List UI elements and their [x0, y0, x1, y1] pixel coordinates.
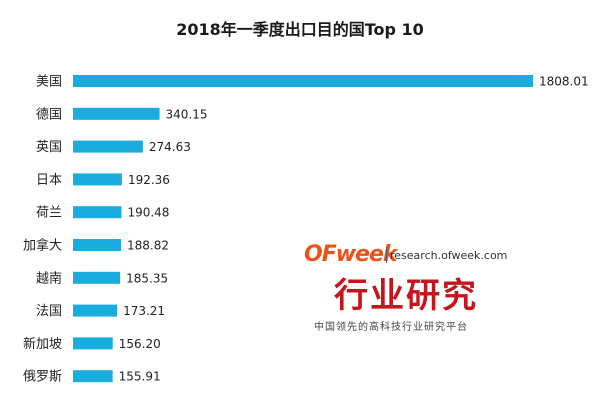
value-label: 274.63: [149, 140, 191, 154]
category-label: 越南: [36, 270, 62, 286]
bar: [73, 337, 113, 350]
bar: [73, 107, 160, 120]
category-label: 英国: [36, 140, 62, 155]
bar: [73, 140, 143, 153]
category-label: 日本: [36, 173, 62, 188]
logo-of-text: OF: [304, 242, 337, 267]
value-label: 190.48: [127, 206, 169, 220]
value-label: 1808.01: [539, 75, 589, 89]
category-label: 法国: [36, 304, 62, 319]
ofweek-logo: OFweek: [304, 242, 398, 267]
value-label: 340.15: [166, 107, 208, 121]
category-label: 新加坡: [23, 336, 62, 352]
bar: [73, 239, 122, 251]
bar: [73, 271, 121, 284]
bar: [73, 304, 118, 317]
value-label: 192.36: [128, 173, 170, 187]
category-label: 加拿大: [23, 238, 62, 254]
watermark-site: research.ofweek.com: [390, 249, 508, 262]
value-label: 156.20: [119, 337, 161, 351]
value-label: 155.91: [119, 370, 161, 384]
value-label: 188.82: [127, 239, 169, 253]
chart-title: 2018年一季度出口目的国Top 10: [176, 20, 424, 39]
bar: [73, 370, 113, 383]
ofweek-watermark: OFweek research.ofweek.com 行业研究 中国领先的高科技…: [300, 238, 530, 338]
logo-week-text: week: [335, 242, 398, 267]
category-label: 俄罗斯: [23, 370, 62, 385]
bar: [73, 173, 122, 186]
watermark-headline: 行业研究: [334, 276, 478, 316]
watermark-tagline: 中国领先的高科技行业研究平台: [314, 322, 468, 333]
watermark-divider: [386, 247, 387, 263]
category-label: 荷兰: [36, 206, 62, 221]
value-label: 185.35: [126, 271, 168, 285]
bar: [73, 206, 122, 219]
bar: [73, 75, 533, 87]
category-label: 美国: [36, 75, 62, 90]
value-label: 173.21: [123, 304, 165, 318]
category-label: 德国: [36, 107, 62, 122]
